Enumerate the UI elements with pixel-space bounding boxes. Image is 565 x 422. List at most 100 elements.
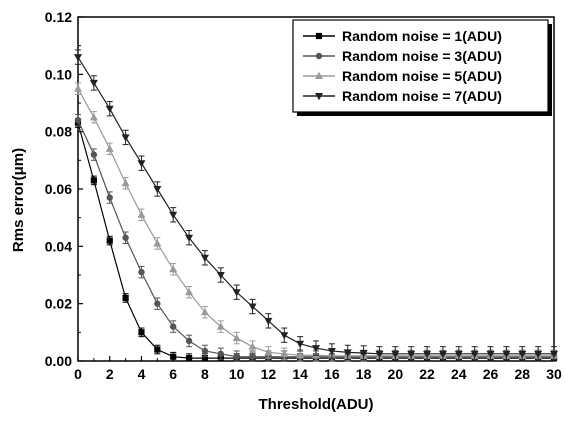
data-point bbox=[438, 350, 447, 359]
y-axis-label: Rms error(μm) bbox=[10, 148, 27, 252]
data-point bbox=[248, 342, 257, 350]
data-point bbox=[122, 294, 129, 302]
y-tick-label: 0.06 bbox=[45, 181, 72, 197]
data-point bbox=[137, 210, 146, 218]
y-tick-label: 0.04 bbox=[45, 238, 72, 254]
data-point bbox=[106, 194, 113, 201]
data-point bbox=[216, 272, 225, 280]
data-point bbox=[185, 355, 193, 362]
series-2 bbox=[74, 113, 558, 362]
data-point bbox=[343, 349, 352, 357]
legend-marker bbox=[315, 32, 323, 40]
data-point bbox=[550, 350, 558, 359]
data-point bbox=[153, 239, 162, 247]
data-point bbox=[154, 346, 161, 353]
legend-label: Random noise = 7(ADU) bbox=[342, 88, 502, 104]
data-point bbox=[185, 234, 194, 242]
x-tick-label: 30 bbox=[546, 366, 562, 382]
data-point bbox=[327, 347, 336, 356]
legend-label: Random noise = 3(ADU) bbox=[342, 48, 502, 64]
x-tick-label: 18 bbox=[356, 366, 372, 382]
y-tick-label: 0.00 bbox=[45, 353, 72, 369]
data-point bbox=[105, 105, 114, 113]
x-tick-label: 2 bbox=[106, 366, 114, 382]
data-point bbox=[105, 144, 114, 152]
legend-marker bbox=[315, 93, 323, 101]
legend-item-2: Random noise = 3(ADU) bbox=[303, 48, 502, 64]
data-point bbox=[169, 211, 178, 219]
data-point bbox=[375, 350, 384, 359]
series-4 bbox=[74, 49, 558, 362]
data-point bbox=[90, 151, 98, 158]
data-point bbox=[121, 179, 130, 187]
x-tick-label: 10 bbox=[229, 366, 245, 382]
data-point bbox=[534, 350, 543, 359]
data-point bbox=[454, 350, 463, 359]
x-tick-label: 0 bbox=[74, 366, 82, 382]
data-point bbox=[280, 332, 289, 340]
data-point bbox=[296, 351, 305, 359]
data-point bbox=[216, 322, 225, 330]
data-point bbox=[154, 300, 161, 307]
data-point bbox=[312, 345, 320, 353]
legend-marker bbox=[315, 71, 323, 79]
data-point bbox=[90, 177, 97, 184]
data-point bbox=[249, 353, 256, 360]
data-point bbox=[138, 329, 145, 336]
data-point bbox=[74, 54, 82, 62]
x-tick-label: 26 bbox=[483, 366, 499, 382]
x-tick-label: 14 bbox=[292, 366, 308, 382]
data-point bbox=[280, 349, 289, 357]
series-line bbox=[77, 119, 554, 358]
x-tick-label: 28 bbox=[514, 366, 530, 382]
data-point bbox=[74, 84, 82, 92]
data-point bbox=[138, 268, 145, 276]
data-point bbox=[232, 289, 241, 297]
legend: Random noise = 1(ADU) Random noise = 3(AD… bbox=[292, 19, 552, 116]
data-point bbox=[423, 350, 432, 359]
x-tick-label: 12 bbox=[261, 366, 277, 382]
data-point bbox=[89, 79, 98, 88]
data-point bbox=[486, 350, 495, 359]
data-point bbox=[122, 234, 129, 241]
data-point bbox=[264, 317, 273, 326]
legend-item-3: Random noise = 5(ADU) bbox=[303, 68, 502, 84]
y-tick-label: 0.10 bbox=[45, 66, 72, 82]
data-point bbox=[359, 349, 368, 358]
series-line bbox=[77, 88, 554, 357]
series-layer bbox=[74, 49, 558, 362]
y-tick-label: 0.02 bbox=[45, 296, 72, 312]
data-point bbox=[502, 350, 511, 359]
data-point bbox=[200, 308, 209, 316]
x-tick-label: 8 bbox=[201, 366, 209, 382]
legend-marker bbox=[315, 52, 323, 60]
data-point bbox=[170, 323, 177, 330]
x-tick-label: 16 bbox=[324, 366, 340, 382]
data-point bbox=[89, 113, 98, 121]
x-tick-label: 6 bbox=[169, 366, 177, 382]
legend-box bbox=[292, 19, 549, 113]
data-point bbox=[170, 353, 177, 360]
series-3 bbox=[74, 82, 558, 362]
data-point bbox=[233, 353, 240, 360]
data-point bbox=[232, 333, 241, 342]
legend-label: Random noise = 1(ADU) bbox=[342, 28, 502, 44]
data-point bbox=[137, 160, 146, 168]
data-point bbox=[153, 186, 162, 194]
data-point bbox=[201, 347, 209, 355]
data-point bbox=[470, 350, 479, 359]
x-tick-label: 4 bbox=[138, 366, 146, 382]
data-point bbox=[169, 265, 178, 273]
data-point bbox=[185, 337, 193, 345]
x-tick-label: 20 bbox=[388, 366, 404, 382]
x-tick-label: 22 bbox=[419, 366, 435, 382]
data-point bbox=[264, 348, 273, 356]
x-axis-label: Threshold(ADU) bbox=[259, 396, 374, 413]
data-point bbox=[121, 134, 130, 142]
legend-item-1: Random noise = 1(ADU) bbox=[303, 28, 502, 44]
data-point bbox=[201, 355, 209, 362]
x-tick-label: 24 bbox=[451, 366, 467, 382]
legend-label: Random noise = 5(ADU) bbox=[342, 68, 502, 84]
